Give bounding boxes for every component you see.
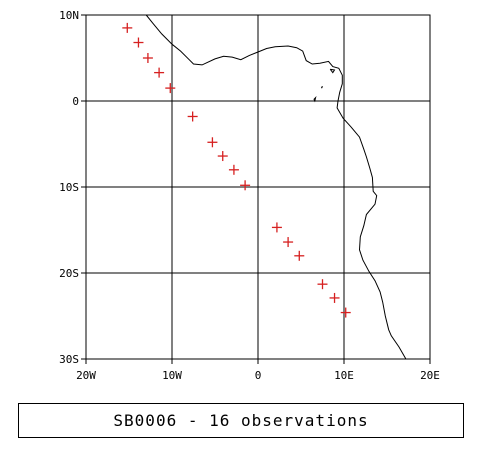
- lat-label: 20S: [59, 267, 79, 280]
- observation-marker: [217, 151, 228, 162]
- caption-text: SB0006 - 16 observations: [113, 411, 369, 430]
- lon-label: 10E: [334, 369, 354, 382]
- island-outline: [313, 96, 317, 103]
- map-figure: 10N 0 10S 20S 30S 20W 10W 0 10E 20E: [59, 9, 440, 382]
- latitude-labels: 10N 0 10S 20S 30S: [59, 9, 79, 366]
- africa-coastline: [145, 14, 407, 360]
- axis-ticks: [81, 14, 431, 364]
- observation-marker: [294, 250, 305, 261]
- grid-lines: [86, 15, 430, 359]
- map-svg: 10N 0 10S 20S 30S 20W 10W 0 10E 20E: [59, 9, 440, 382]
- observation-marker: [207, 137, 218, 148]
- observation-marker: [142, 53, 153, 63]
- lon-label: 0: [255, 369, 262, 382]
- observation-marker: [340, 307, 351, 318]
- caption-box: SB0006 - 16 observations: [18, 403, 464, 438]
- island-outline: [329, 68, 336, 74]
- lon-label: 20W: [76, 369, 96, 382]
- observation-marker: [240, 180, 251, 191]
- observation-marker: [154, 67, 165, 78]
- observation-marker: [271, 222, 282, 233]
- observation-marker: [283, 237, 294, 248]
- observation-marker: [317, 279, 328, 290]
- observation-markers: [122, 22, 351, 318]
- coastline: [145, 14, 407, 360]
- lon-label: 10W: [162, 369, 182, 382]
- observation-marker: [329, 292, 340, 303]
- observation-marker: [187, 111, 198, 122]
- observation-marker: [133, 37, 144, 48]
- observation-marker: [122, 22, 133, 33]
- lat-label: 10N: [59, 9, 79, 22]
- island-outline: [321, 86, 323, 89]
- lat-label: 0: [72, 95, 79, 108]
- observation-marker: [165, 83, 176, 94]
- longitude-labels: 20W 10W 0 10E 20E: [76, 369, 440, 382]
- lon-label: 20E: [420, 369, 440, 382]
- observation-marker: [228, 164, 239, 175]
- lat-label: 30S: [59, 353, 79, 366]
- lat-label: 10S: [59, 181, 79, 194]
